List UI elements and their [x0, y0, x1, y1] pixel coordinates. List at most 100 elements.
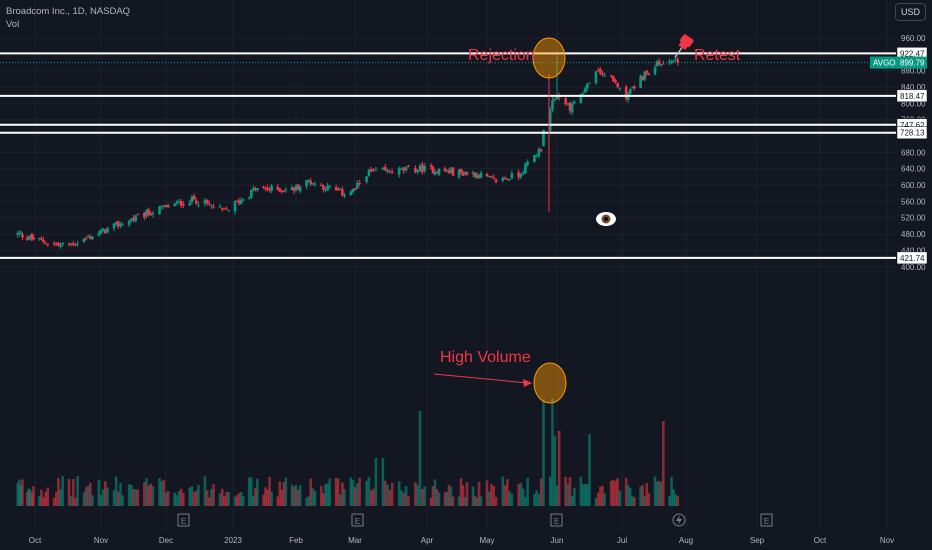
candle-body [624, 86, 628, 99]
candle-body [16, 232, 20, 235]
candle-body [143, 212, 146, 218]
volume-bar [237, 493, 241, 506]
earnings-marker-3[interactable]: E [550, 513, 563, 527]
volume-bar [553, 436, 557, 506]
volume-bar [400, 490, 403, 506]
volume-bar [220, 488, 224, 506]
volume-bar [639, 486, 642, 506]
volume-bar [284, 477, 288, 506]
candle-body [631, 87, 634, 89]
volume-bar [101, 489, 105, 506]
symbol-tag-label: AVGO [873, 59, 896, 68]
candle-body [609, 75, 613, 77]
candle-body [510, 173, 514, 179]
retest-label[interactable]: Retest [694, 47, 741, 64]
candle-body [164, 204, 168, 207]
volume-bar [433, 479, 437, 506]
eye-icon[interactable] [596, 212, 616, 226]
volume-bar [166, 490, 170, 506]
candle-body [91, 236, 94, 240]
candle-body [465, 172, 469, 175]
volume-bar [655, 481, 659, 506]
volume-bar [445, 491, 449, 506]
volume-bar [557, 431, 561, 506]
symbol-tag [870, 56, 897, 69]
candle-body [160, 206, 163, 208]
volume-bar [266, 489, 269, 506]
x-tick-label: Apr [421, 536, 434, 545]
candle-body [266, 187, 269, 190]
candle-body [134, 215, 137, 222]
volume-bar [451, 496, 455, 506]
pin-icon[interactable] [670, 34, 694, 61]
candle-body [37, 237, 41, 239]
volume-bar [322, 493, 325, 506]
volume-bar [477, 481, 481, 506]
candle-body [203, 200, 207, 204]
candle-body [112, 223, 116, 229]
candle-body [503, 178, 507, 180]
volume-bar [205, 490, 209, 506]
volume-bar [207, 497, 211, 506]
earnings-marker-1[interactable]: E [177, 513, 190, 527]
volume-bar [256, 478, 259, 506]
x-tick-label: Oct [29, 536, 42, 545]
candle-body [166, 205, 170, 208]
volume-bar [609, 480, 613, 506]
volume-bar [210, 489, 213, 506]
volume-bar [239, 492, 243, 506]
volume-bar [270, 491, 273, 506]
volume-bar [372, 488, 375, 506]
svg-text:E: E [764, 517, 769, 526]
candle-body [319, 184, 323, 186]
volume-bar [624, 477, 628, 506]
symbol-title[interactable]: Broadcom Inc., 1D, NASDAQ [6, 6, 131, 17]
high-volume-label[interactable]: High Volume [440, 349, 531, 366]
candle-body [479, 172, 483, 178]
earnings-marker-2[interactable]: E [351, 513, 364, 527]
y-tick-label: 520.00 [901, 214, 926, 223]
candle-body [97, 232, 101, 236]
rejection-circle[interactable] [532, 37, 566, 79]
candle-body [573, 101, 576, 104]
candle-body [457, 169, 461, 178]
level-price-label-4: 421.74 [900, 254, 925, 263]
currency-button[interactable]: USD [895, 3, 926, 21]
volume-bar [570, 495, 574, 506]
volume-bar [461, 485, 465, 506]
volume-bar [526, 477, 529, 506]
volume-bars [16, 398, 680, 506]
y-tick-label: 800.00 [901, 99, 926, 108]
earnings-marker-4[interactable]: E [760, 513, 773, 527]
candle-body [326, 185, 329, 191]
volume-bar [326, 483, 329, 506]
volume-bar [369, 490, 373, 506]
y-tick-label: 840.00 [901, 83, 926, 92]
candle-body [485, 173, 489, 177]
volume-bar [351, 479, 355, 506]
candle-body [132, 217, 135, 221]
volume-bar [374, 458, 378, 506]
volume-bar [506, 479, 509, 506]
candles [16, 54, 680, 249]
volume-bar [32, 486, 35, 506]
volume-bar [365, 480, 368, 506]
candle-body [404, 167, 408, 171]
volume-bar [473, 495, 477, 506]
candle-body [76, 243, 79, 245]
volume-bar [601, 485, 604, 506]
lightning-icon[interactable] [672, 513, 686, 527]
volume-bar [177, 490, 181, 506]
volume-bar [676, 496, 680, 506]
volume-bar [343, 488, 346, 506]
volume-bar [57, 478, 60, 506]
high-volume-circle[interactable] [533, 362, 567, 404]
candle-body [19, 233, 23, 235]
volume-bar [104, 481, 107, 506]
candle-body [328, 186, 332, 188]
volume-bar [596, 492, 600, 506]
volume-bar [114, 476, 118, 506]
rejection-label[interactable]: Rejection [468, 47, 535, 64]
volume-bar [443, 492, 447, 506]
